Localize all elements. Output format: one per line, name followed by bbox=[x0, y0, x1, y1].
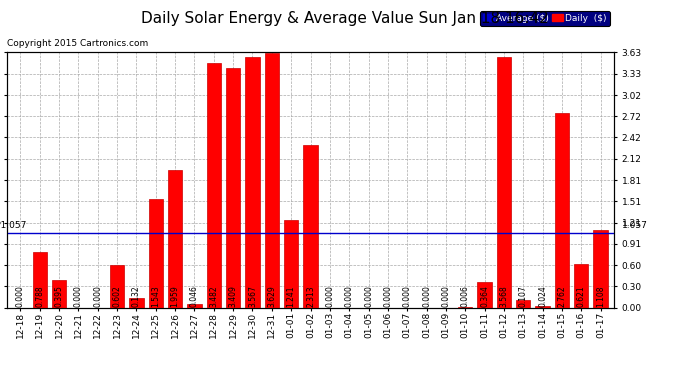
Bar bbox=[555, 114, 569, 308]
Bar bbox=[574, 264, 589, 308]
Bar bbox=[129, 298, 144, 307]
Text: 0.000: 0.000 bbox=[16, 285, 25, 307]
Bar bbox=[497, 57, 511, 308]
Text: Daily Solar Energy & Average Value Sun Jan 18 16:42: Daily Solar Energy & Average Value Sun J… bbox=[141, 11, 549, 26]
Text: 0.024: 0.024 bbox=[538, 285, 547, 307]
Text: 1.543: 1.543 bbox=[151, 285, 160, 307]
Text: 2.762: 2.762 bbox=[558, 285, 566, 307]
Text: 3.567: 3.567 bbox=[248, 285, 257, 307]
Legend: Average ($), Daily  ($): Average ($), Daily ($) bbox=[480, 11, 609, 26]
Text: 0.000: 0.000 bbox=[384, 285, 393, 307]
Bar bbox=[168, 170, 182, 308]
Text: 1.057: 1.057 bbox=[622, 222, 648, 231]
Text: 1.108: 1.108 bbox=[596, 286, 605, 307]
Text: 0.602: 0.602 bbox=[112, 285, 121, 307]
Text: 0.000: 0.000 bbox=[422, 285, 431, 307]
Text: 3.568: 3.568 bbox=[500, 285, 509, 307]
Text: 0.000: 0.000 bbox=[345, 285, 354, 307]
Text: *1.057: *1.057 bbox=[0, 222, 28, 231]
Bar bbox=[187, 304, 201, 307]
Bar bbox=[148, 199, 163, 308]
Text: 0.395: 0.395 bbox=[55, 285, 63, 307]
Text: 1.959: 1.959 bbox=[170, 285, 179, 307]
Bar bbox=[535, 306, 550, 308]
Text: 3.482: 3.482 bbox=[209, 285, 218, 307]
Text: 1.241: 1.241 bbox=[286, 286, 295, 307]
Bar bbox=[593, 230, 608, 308]
Text: 3.629: 3.629 bbox=[267, 285, 276, 307]
Text: Copyright 2015 Cartronics.com: Copyright 2015 Cartronics.com bbox=[7, 39, 148, 48]
Text: 0.000: 0.000 bbox=[364, 285, 373, 307]
Text: 0.000: 0.000 bbox=[93, 285, 102, 307]
Text: 0.788: 0.788 bbox=[35, 285, 44, 307]
Bar bbox=[206, 63, 221, 308]
Text: 0.000: 0.000 bbox=[403, 285, 412, 307]
Bar bbox=[458, 307, 473, 308]
Bar bbox=[226, 68, 240, 308]
Text: 0.000: 0.000 bbox=[74, 285, 83, 307]
Bar bbox=[477, 282, 492, 308]
Bar bbox=[284, 220, 298, 308]
Text: 0.107: 0.107 bbox=[519, 285, 528, 307]
Text: 0.621: 0.621 bbox=[577, 285, 586, 307]
Bar bbox=[110, 265, 124, 308]
Bar bbox=[264, 53, 279, 308]
Text: 2.313: 2.313 bbox=[306, 285, 315, 307]
Text: 3.409: 3.409 bbox=[228, 285, 237, 307]
Bar bbox=[245, 57, 259, 308]
Text: 0.364: 0.364 bbox=[480, 285, 489, 307]
Text: 0.000: 0.000 bbox=[326, 285, 335, 307]
Text: 0.000: 0.000 bbox=[442, 285, 451, 307]
Bar bbox=[303, 145, 318, 308]
Bar bbox=[516, 300, 531, 307]
Text: 0.046: 0.046 bbox=[190, 285, 199, 307]
Bar bbox=[32, 252, 47, 308]
Text: 0.132: 0.132 bbox=[132, 285, 141, 307]
Text: 0.006: 0.006 bbox=[461, 285, 470, 307]
Bar bbox=[52, 280, 66, 308]
